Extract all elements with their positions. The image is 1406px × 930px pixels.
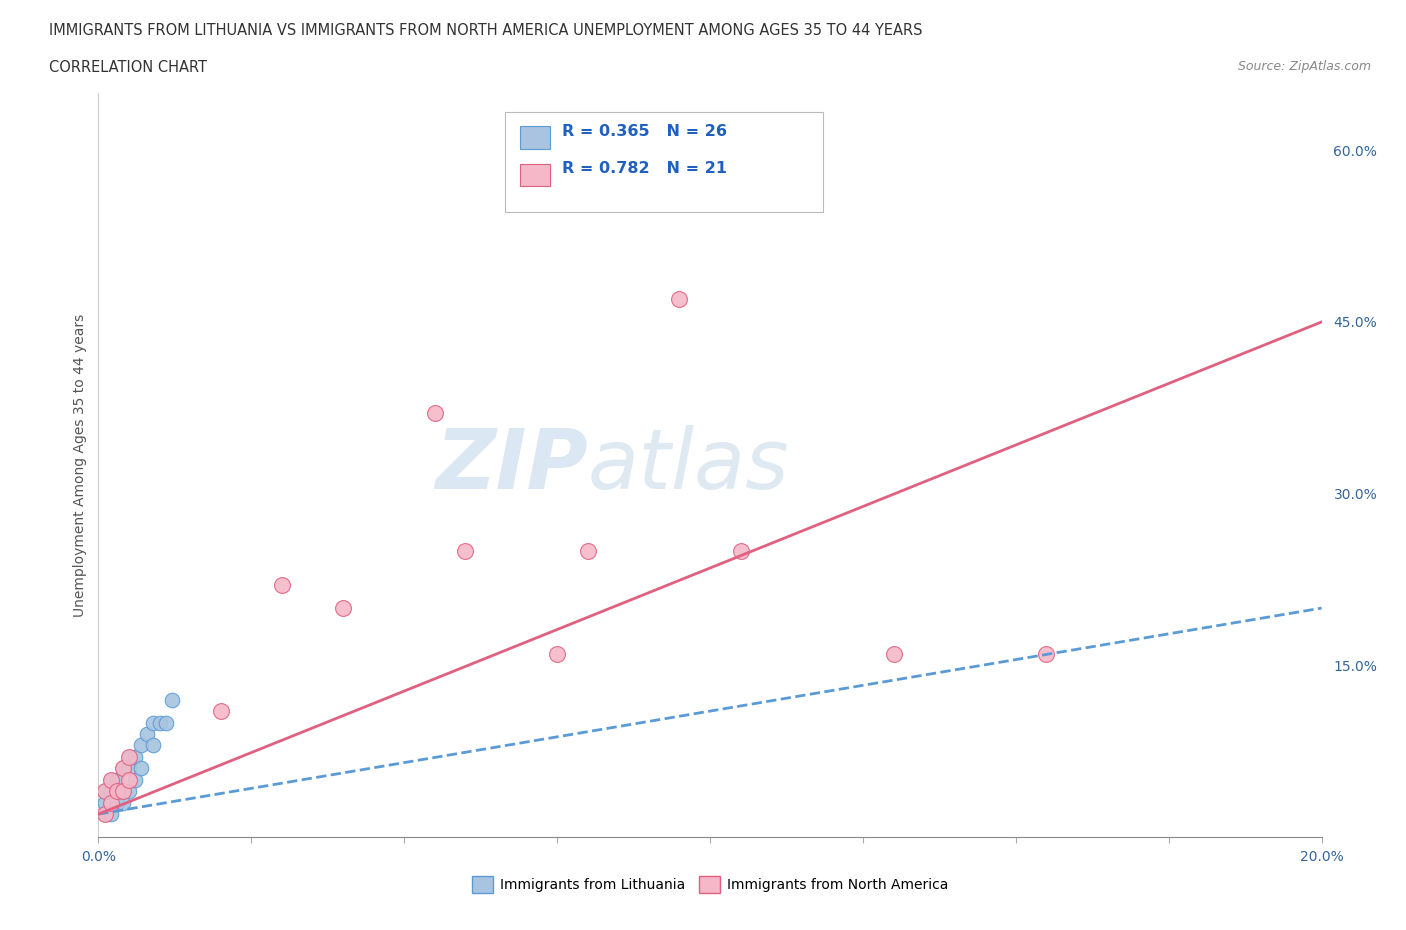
Point [576,543,599,558]
Text: R = 0.365   N = 26: R = 0.365 N = 26 [562,125,727,140]
Text: IMMIGRANTS FROM LITHUANIA VS IMMIGRANTS FROM NORTH AMERICA UNEMPLOYMENT AMONG AG: IMMIGRANTS FROM LITHUANIA VS IMMIGRANTS … [49,23,922,38]
Text: Source: ZipAtlas.com: Source: ZipAtlas.com [1237,60,1371,73]
Bar [520,126,550,149]
Text: R = 0.782   N = 21: R = 0.782 N = 21 [562,162,727,177]
Point [105,772,128,787]
Point [124,750,146,764]
Point [270,578,292,592]
Point [454,543,477,558]
Point [105,784,128,799]
Point [129,738,152,753]
FancyBboxPatch shape [505,112,823,212]
Point [111,784,134,799]
Point [100,795,122,810]
Point [100,772,122,787]
Point [111,761,134,776]
Point [730,543,752,558]
Point [546,646,568,661]
Text: atlas: atlas [588,424,789,506]
Point [111,761,134,776]
Point [142,738,165,753]
Point [93,795,115,810]
Bar [520,164,550,186]
Point [129,761,152,776]
Y-axis label: Unemployment Among Ages 35 to 44 years: Unemployment Among Ages 35 to 44 years [73,313,87,617]
Text: ZIP: ZIP [434,424,588,506]
Point [1035,646,1057,661]
Point [100,772,122,787]
Point [332,601,354,616]
Point [105,784,128,799]
Point [93,806,115,821]
Point [118,750,141,764]
Point [160,692,183,707]
Point [118,772,141,787]
Point [668,292,690,307]
Point [105,795,128,810]
Point [100,784,122,799]
Point [607,166,630,180]
Legend: Immigrants from Lithuania, Immigrants from North America: Immigrants from Lithuania, Immigrants fr… [472,876,948,894]
Text: CORRELATION CHART: CORRELATION CHART [49,60,207,75]
Point [111,795,134,810]
Point [209,704,232,719]
Point [142,715,165,730]
Point [100,806,122,821]
Point [118,761,141,776]
Point [124,772,146,787]
Point [423,406,446,421]
Point [93,806,115,821]
Point [118,784,141,799]
Point [100,795,122,810]
Point [111,784,134,799]
Point [883,646,905,661]
Point [136,726,159,741]
Point [149,715,172,730]
Point [118,750,141,764]
Point [93,784,115,799]
Point [93,784,115,799]
Point [155,715,177,730]
